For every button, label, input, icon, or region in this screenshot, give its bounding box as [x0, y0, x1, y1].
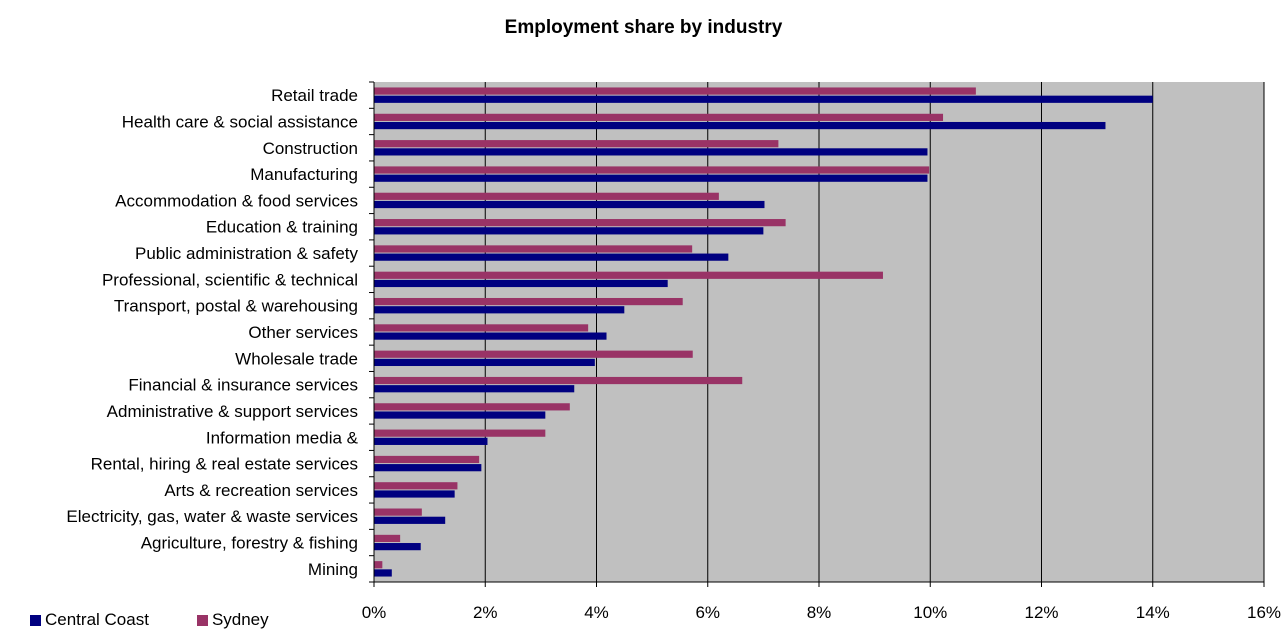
bar-sydney [374, 140, 779, 148]
bar-sydney [374, 429, 546, 437]
x-tick-label: 14% [1136, 603, 1170, 622]
legend-swatch-central-coast [30, 614, 41, 626]
bar-central-coast [374, 174, 928, 182]
bar-central-coast [374, 569, 392, 577]
bar-central-coast [374, 385, 575, 393]
category-label: Transport, postal & warehousing [114, 297, 358, 316]
x-tick-label: 4% [584, 603, 609, 622]
bar-central-coast [374, 411, 546, 419]
bar-central-coast [374, 516, 446, 524]
category-label: Accommodation & food services [115, 191, 358, 210]
legend-label-sydney: Sydney [211, 610, 269, 629]
category-label: Information media & [206, 428, 359, 447]
bar-sydney [374, 324, 589, 332]
bar-sydney [374, 508, 422, 516]
category-label: Agriculture, forestry & fishing [141, 534, 358, 553]
bar-central-coast [374, 121, 1106, 130]
bar-central-coast [374, 95, 1153, 103]
chart-title: Employment share by industry [504, 17, 783, 38]
bar-central-coast [374, 490, 455, 498]
bar-sydney [374, 192, 719, 200]
category-label: Public administration & safety [135, 244, 358, 263]
y-axis: Retail trade Health care & social assista… [66, 81, 375, 583]
x-tick-label: 2% [473, 603, 498, 622]
bar-central-coast [374, 437, 488, 445]
bars [374, 87, 1153, 577]
bar-central-coast [374, 464, 482, 472]
bar-central-coast [374, 253, 729, 261]
bar-sydney [374, 166, 930, 174]
category-label: Health care & social assistance [122, 112, 358, 131]
x-tick-label: 16% [1247, 603, 1281, 622]
category-label: Construction [263, 139, 358, 158]
x-tick-label: 12% [1024, 603, 1058, 622]
bar-central-coast [374, 279, 668, 288]
bar-central-coast [374, 543, 421, 551]
category-label: Manufacturing [250, 165, 358, 184]
bar-central-coast [374, 200, 765, 209]
category-label: Retail trade [271, 86, 358, 105]
category-label: Administrative & support services [107, 402, 358, 421]
x-axis: 0% 2% 4% 6% 8% 10% 12% 14% 16% [362, 581, 1281, 622]
bar-sydney [374, 297, 683, 306]
x-tick-label: 0% [362, 603, 387, 622]
bar-sydney [374, 350, 693, 358]
legend-item-central-coast: Central Coast [30, 610, 149, 630]
category-label: Rental, hiring & real estate services [91, 455, 358, 474]
bar-sydney [374, 113, 944, 121]
legend-item-sydney: Sydney [196, 610, 269, 630]
x-tick-label: 10% [913, 603, 947, 622]
legend-swatch-sydney [196, 614, 208, 626]
bar-sydney [374, 403, 570, 411]
category-label: Wholesale trade [235, 349, 358, 368]
category-label: Professional, scientific & technical [102, 270, 358, 289]
bar-sydney [374, 245, 693, 253]
bar-sydney [374, 561, 383, 569]
bar-sydney [374, 219, 786, 227]
category-label: Arts & recreation services [164, 481, 358, 500]
category-label: Mining [308, 560, 358, 579]
bar-central-coast [374, 332, 607, 340]
bar-central-coast [374, 227, 764, 235]
x-tick-label: 6% [695, 603, 720, 622]
bar-sydney [374, 534, 401, 543]
legend-label-central-coast: Central Coast [45, 610, 149, 629]
bar-central-coast [374, 148, 928, 156]
bar-sydney [374, 271, 883, 279]
category-label: Financial & insurance services [128, 376, 358, 395]
x-tick-label: 8% [807, 603, 832, 622]
bar-sydney [374, 376, 743, 385]
category-label: Education & training [206, 218, 358, 237]
category-label: Electricity, gas, water & waste services [66, 507, 358, 526]
bar-central-coast [374, 358, 595, 367]
bar-sydney [374, 455, 480, 464]
bar-central-coast [374, 306, 625, 314]
category-label: Other services [248, 323, 358, 342]
bar-sydney [374, 87, 976, 95]
legend: Central Coast Sydney [30, 610, 269, 630]
bar-sydney [374, 482, 458, 490]
